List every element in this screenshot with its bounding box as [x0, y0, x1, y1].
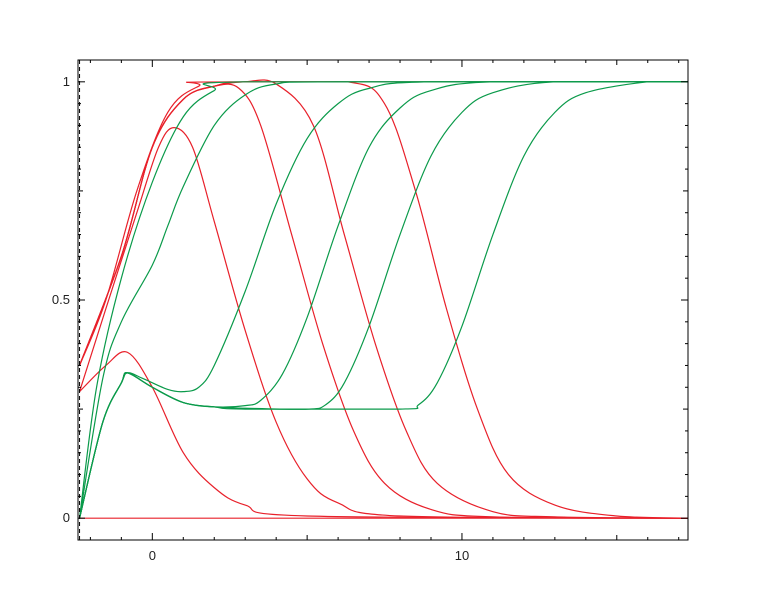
green-series-line-9 — [78, 81, 688, 519]
y-tick-label: 0.5 — [52, 292, 70, 307]
series-layer — [78, 79, 689, 519]
red-series-line-3 — [79, 351, 689, 519]
x-tick-label: 10 — [455, 548, 469, 563]
y-tick-label: 1 — [63, 74, 70, 89]
red-series-line-7 — [78, 81, 689, 519]
green-series-line-10 — [78, 81, 688, 519]
tick-layer: 0 10 0 0.5 1 — [52, 74, 469, 563]
green-series-line-13 — [78, 81, 688, 519]
y-tick-label: 0 — [63, 510, 70, 525]
axes-layer — [77, 59, 689, 541]
x-tick-label: 0 — [149, 548, 156, 563]
red-series-line-4 — [78, 127, 689, 519]
